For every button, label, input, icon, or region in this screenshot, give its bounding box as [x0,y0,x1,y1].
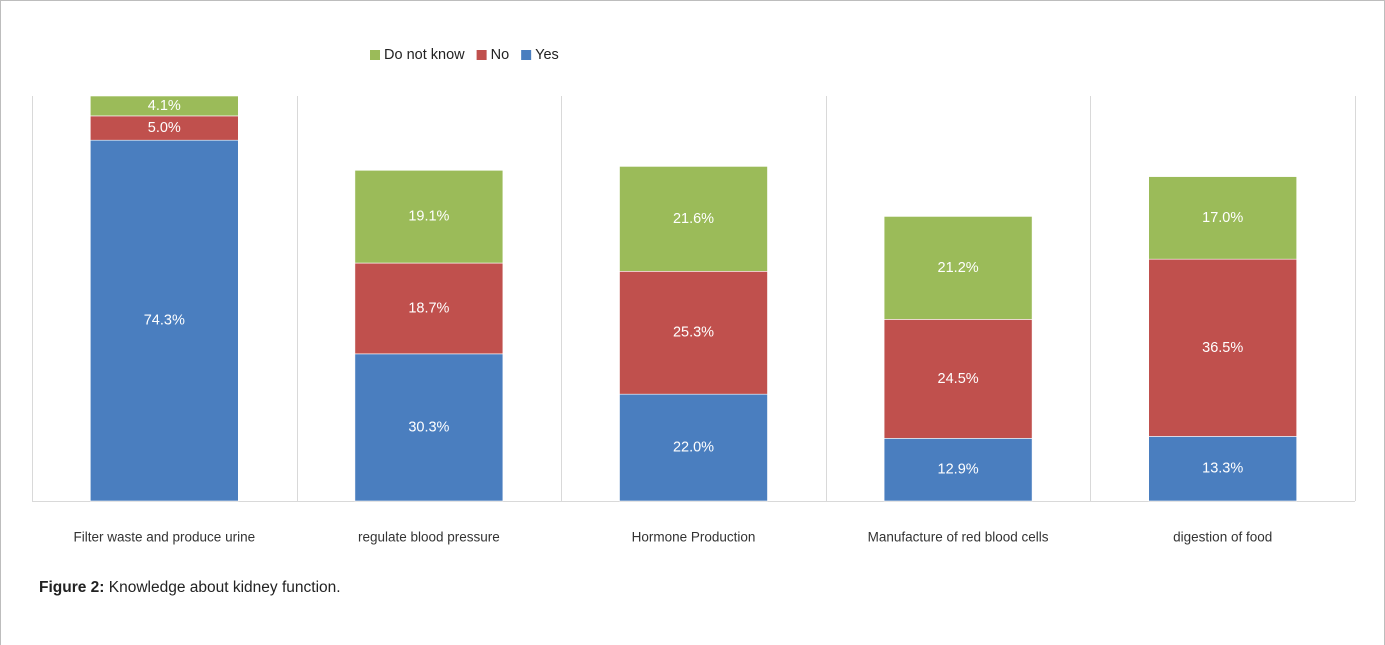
category-label-5: digestion of food [1173,530,1272,545]
bar-yes-4 [883,438,1033,502]
bar-no-2 [354,262,504,355]
data-label-yes-2: 30.3% [408,419,449,435]
data-label-yes-1: 74.3% [144,313,185,329]
caption-label: Figure 2: [39,579,105,596]
data-label-do-not-know-1: 4.1% [148,98,181,114]
legend-label-yes: Yes [535,47,559,63]
legend-swatch-no [476,50,487,60]
figure-caption: Figure 2: Knowledge about kidney functio… [39,579,341,597]
category-label-4: Manufacture of red blood cells [868,530,1049,545]
bar-no-3 [619,271,768,395]
legend-label-do-not-know: Do not know [384,47,465,63]
legend-swatch-yes [521,50,532,60]
category-separators [32,96,1356,502]
bar-yes-3 [619,393,768,502]
chart-legend: Do not know No Yes [370,47,559,63]
legend-label-no: No [491,47,510,63]
bar-yes-2 [354,353,504,502]
data-label-yes-5: 13.3% [1202,461,1243,477]
data-label-no-4: 24.5% [938,371,979,387]
data-label-yes-4: 12.9% [938,462,979,478]
caption-text: Knowledge about kidney function. [104,579,341,596]
bar-do-not-know-4 [883,216,1033,320]
category-label-2: regulate blood pressure [358,530,500,545]
bar-no-1 [90,115,239,141]
data-label-do-not-know-2: 19.1% [408,209,449,225]
data-label-do-not-know-4: 21.2% [938,260,979,276]
data-label-yes-3: 22.0% [673,440,714,456]
category-label-3: Hormone Production [632,530,756,545]
bar-do-not-know-3 [619,166,768,272]
bar-no-4 [883,319,1033,439]
bar-do-not-know-1 [90,95,239,117]
bar-yes-1 [90,139,239,502]
bar-no-5 [1148,258,1297,437]
bar-do-not-know-5 [1148,176,1297,260]
bar-yes-5 [1148,436,1297,502]
data-label-no-5: 36.5% [1202,340,1243,356]
data-label-no-3: 25.3% [673,325,714,341]
legend-swatch-do-not-know [370,50,380,60]
bar-do-not-know-2 [354,169,504,264]
data-label-no-2: 18.7% [408,300,449,316]
data-label-do-not-know-3: 21.6% [673,211,714,227]
stacked-bar-chart: Do not know No Yes 74.3% 5.0% 4.1% 30.3% 18.7%… [32,47,1356,545]
data-label-do-not-know-5: 17.0% [1202,210,1243,226]
category-label-1: Filter waste and produce urine [73,530,255,545]
data-labels: 74.3% 5.0% 4.1% 30.3% 18.7% 19.1% 22.0% 25.3% 21… [144,98,1244,478]
category-labels: Filter waste and produce urine regulate b… [73,530,1272,545]
bars [90,95,1297,502]
data-label-no-1: 5.0% [148,120,181,136]
